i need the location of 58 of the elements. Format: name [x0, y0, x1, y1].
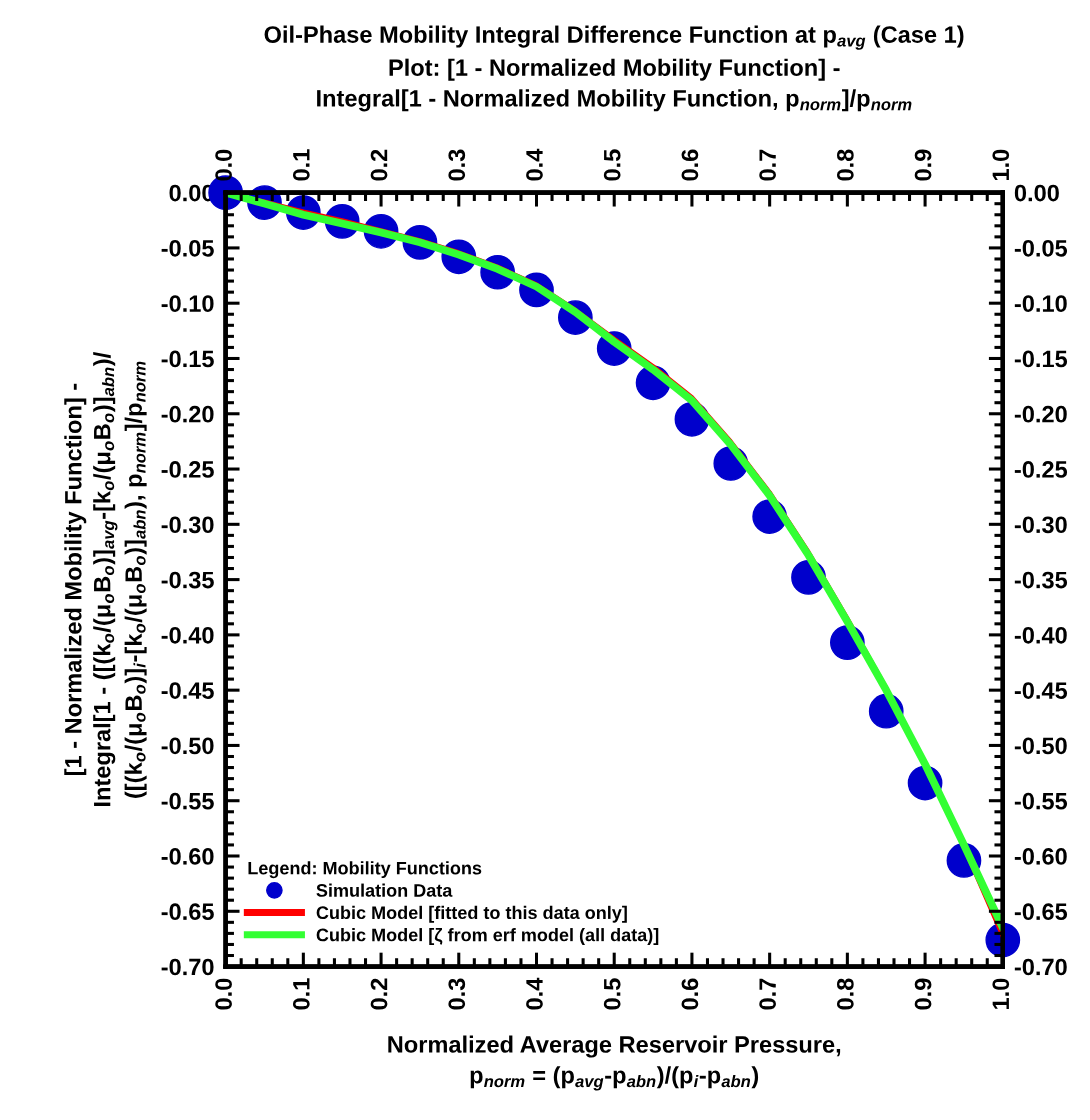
y2-tick-label: -0.40	[1014, 626, 1067, 644]
x2-tick-label: 0.5	[603, 149, 621, 181]
y2-tick-label: -0.45	[1014, 682, 1068, 699]
x-tick-label: 0.2	[370, 978, 388, 1010]
y-tick-label: -0.05	[161, 239, 214, 257]
y-tick-label: -0.40	[161, 626, 214, 644]
x2-tick-label: 0.4	[526, 148, 543, 181]
x-tick-label: 0.6	[681, 978, 699, 1010]
y-tick-label: -0.15	[161, 350, 214, 368]
y-tick-label: -0.60	[161, 848, 214, 865]
x2-tick-label: 0.3	[448, 149, 466, 181]
x2-tick-label: 1.0	[992, 149, 1010, 181]
y-tick-label: -0.20	[161, 405, 214, 423]
y2-tick-label: -0.25	[1014, 461, 1068, 478]
y2-tick-label: -0.65	[1014, 903, 1068, 921]
y-tick-label: -0.45	[161, 682, 214, 699]
y-tick-label: -0.55	[161, 792, 214, 810]
y-tick-label: -0.30	[161, 516, 214, 534]
y-tick-label: -0.35	[161, 571, 214, 589]
chart-title: Oil-Phase Mobility Integral Difference Function at p$_{avg}$ (Case 1) Plot: [1 - Normalized Mobility Function] - Integral[1 - Normalized Mobility Function, p$_{norm}$]/p$_{norm}$	[264, 25, 964, 112]
x-tick-label: 1.0	[992, 978, 1010, 1009]
legend-label: Cubic Model [ζ from erf model (all data)]	[316, 928, 659, 945]
x-tick-label: 0.0	[215, 978, 232, 1010]
y2-tick-label: -0.15	[1014, 350, 1068, 368]
x2-tick-label: 0.2	[370, 149, 388, 181]
y-tick-label: -0.65	[161, 903, 214, 921]
y2-tick-label: -0.30	[1014, 516, 1067, 534]
y2-tick-label: -0.60	[1014, 848, 1067, 865]
x2-tick-label: 0.8	[836, 149, 854, 181]
x-tick-label: 0.9	[914, 978, 932, 1010]
y-tick-label: -0.10	[161, 295, 214, 312]
y2-tick-label: -0.05	[1014, 239, 1068, 257]
text: Normalized Average Reservoir Pressure, p$_{norm}$ = (p$_{avg}$-p$_{abn}$)/(p$_{i}$-p$_{abn}$)	[388, 1035, 841, 1091]
x2-tick-label: 0.1	[292, 149, 310, 181]
x-tick-label: 0.1	[292, 978, 310, 1010]
y-tick-label: -0.50	[161, 737, 214, 755]
x-tick-label: 0.8	[836, 978, 854, 1010]
legend-title: Legend: Mobility Functions	[248, 861, 482, 879]
x2-tick-label: 0.7	[759, 149, 776, 181]
legend-label: Simulation Data	[316, 883, 453, 897]
y2-tick-label: -0.55	[1014, 792, 1068, 810]
text: [1 - Normalized Mobility Function] - Integral[1 - ([(k$_{o}$/(μ$_{o}$B$_{o}$)]$_{avg}$-[k$_{o}$/(μ$_{o}$B$_{o}$)]$_{abn}$)/ ([(k$_{o}$/(μ$_{o}$B$_{o}$)]$_{i}$-[k$_{o}$/(μ$_{o}$B$_{o}$)]$_{abn}$), p$_{norm}$]/p$_{norm}$	[64, 352, 147, 806]
y-tick-label: -0.70	[161, 958, 214, 976]
x2-tick-label: 0.6	[681, 149, 699, 181]
x2-tick-label: 0.9	[914, 149, 932, 181]
y2-tick-label: -0.20	[1014, 405, 1067, 423]
x-tick-label: 0.5	[603, 978, 621, 1010]
x-tick-label: 0.3	[448, 978, 466, 1010]
y-tick-label: -0.25	[161, 461, 214, 478]
legend-label: Cubic Model [fitted to this data only]	[316, 905, 627, 923]
x-tick-label: 0.7	[759, 978, 776, 1010]
y2-tick-label: 0.00	[1014, 184, 1059, 202]
y2-tick-label: -0.35	[1014, 571, 1068, 589]
x2-tick-label: 0.0	[215, 149, 232, 181]
y2-tick-label: -0.10	[1014, 295, 1067, 312]
y2-tick-label: -0.70	[1014, 958, 1067, 976]
x-tick-label: 0.4	[526, 977, 543, 1010]
y2-tick-label: -0.50	[1014, 737, 1067, 755]
